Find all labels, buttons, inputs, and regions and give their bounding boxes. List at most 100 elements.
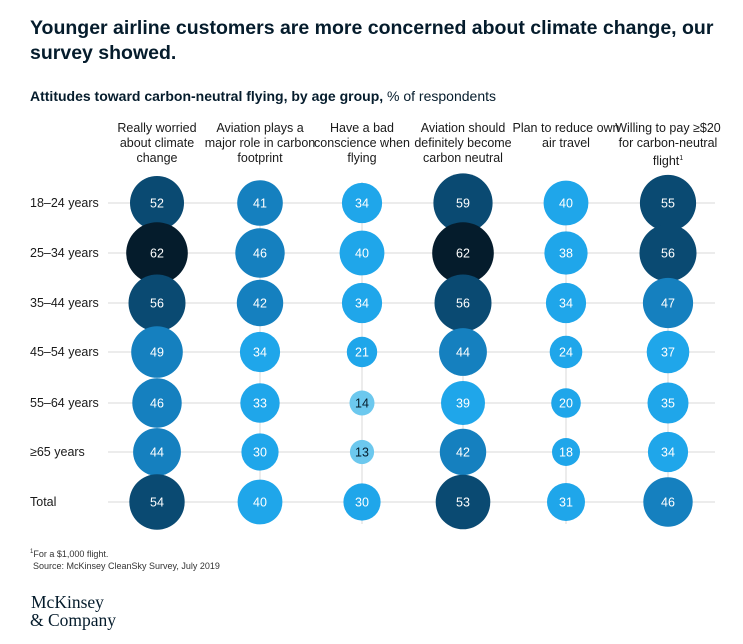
bubble: [241, 433, 279, 471]
bubble: [439, 328, 487, 376]
column-header-6: Willing to pay ≥$20 for carbon-neutral f…: [612, 121, 724, 169]
row-label-7: Total: [30, 495, 57, 509]
bubble-value-label: 21: [355, 346, 369, 360]
bubble: [339, 230, 385, 276]
logo-line-1: McKinsey: [31, 592, 104, 612]
bubble-value-label: 35: [661, 397, 675, 411]
column-header-5: Plan to reduce own air travel: [510, 121, 622, 151]
column-header-text: Aviation plays a major role in carbon fo…: [204, 121, 316, 165]
bubble-value-label: 31: [559, 496, 573, 510]
bubble: [647, 431, 689, 473]
bubble: [133, 428, 181, 476]
bubble-value-label: 34: [355, 197, 369, 211]
bubble: [643, 477, 693, 527]
bubble: [544, 231, 588, 275]
bubble: [547, 483, 585, 521]
bubble: [646, 330, 690, 374]
bubble-value-label: 59: [456, 197, 470, 211]
bubble: [130, 176, 184, 230]
bubble: [549, 335, 583, 369]
bubble-value-label: 49: [150, 346, 164, 360]
row-label-3: 35–44 years: [30, 296, 99, 310]
bubble-value-label: 56: [456, 297, 470, 311]
bubble-value-label: 62: [150, 247, 164, 261]
source-line: Source: McKinsey CleanSky Survey, July 2…: [33, 561, 220, 571]
bubble-value-label: 46: [661, 496, 675, 510]
bubble: [642, 277, 694, 329]
bubble: [126, 222, 188, 284]
bubble-value-label: 54: [150, 496, 164, 510]
bubble-value-label: 42: [456, 446, 470, 460]
bubble: [441, 381, 485, 425]
bubble-value-label: 53: [456, 496, 470, 510]
bubble: [129, 474, 185, 530]
bubble: [343, 483, 381, 521]
bubble-value-label: 46: [253, 247, 267, 261]
bubble-value-label: 56: [661, 247, 675, 261]
column-header-text: Aviation should definitely become carbon…: [414, 121, 512, 165]
bubble-value-label: 42: [253, 297, 267, 311]
bubble: [236, 279, 284, 327]
bubble-value-label: 13: [355, 446, 369, 460]
bubble-value-label: 47: [661, 297, 675, 311]
bubble-value-label: 30: [355, 496, 369, 510]
bubble-value-label: 40: [253, 496, 267, 510]
bubble: [240, 383, 280, 423]
bubble: [647, 382, 689, 424]
bubble: [439, 428, 487, 476]
bubble: [433, 173, 493, 233]
footnote-text: For a $1,000 flight.: [33, 549, 109, 559]
row-label-1: 18–24 years: [30, 196, 99, 210]
column-header-1: Really worried about climate change: [101, 121, 213, 166]
bubble-value-label: 34: [559, 297, 573, 311]
bubble-value-label: 34: [355, 297, 369, 311]
bubble: [128, 274, 186, 332]
bubble-value-label: 44: [150, 446, 164, 460]
column-footnote-mark: 1: [679, 155, 684, 162]
bubble-value-label: 55: [661, 197, 675, 211]
bubble-value-label: 38: [559, 247, 573, 261]
bubble: [434, 274, 492, 332]
bubble: [239, 331, 281, 373]
logo-line-2: & Company: [30, 609, 117, 630]
bubble-matrix: 52 41 34 59 40 55 62 46 40 62 38 56 56 42 34 56 34 47 49 34…: [108, 173, 715, 530]
bubble: [132, 378, 182, 428]
bubble-value-label: 33: [253, 397, 267, 411]
column-header-text: Willing to pay ≥$20 for carbon-neutral f…: [615, 121, 721, 169]
chart-title: Younger airline customers are more conce…: [30, 17, 714, 64]
bubble-value-label: 37: [661, 346, 675, 360]
bubble-value-label: 30: [253, 446, 267, 460]
row-label-2: 25–34 years: [30, 246, 99, 260]
footnote-line: 1For a $1,000 flight.: [30, 546, 220, 560]
column-header-3: Have a bad conscience when flying: [306, 121, 418, 166]
footnotes: 1For a $1,000 flight. Source: McKinsey C…: [30, 546, 220, 572]
bubble: [545, 282, 587, 324]
bubble: [341, 282, 383, 324]
bubble: [349, 439, 375, 465]
column-header-text: Really worried about climate change: [117, 121, 197, 165]
bubble: [639, 174, 697, 232]
row-label-5: 55–64 years: [30, 396, 99, 410]
footnote-mark: 1: [30, 549, 34, 555]
bubble-value-label: 18: [559, 446, 573, 460]
column-header-text: Plan to reduce own air travel: [512, 121, 620, 150]
bubble-value-label: 20: [559, 397, 573, 411]
bubble-value-label: 39: [456, 397, 470, 411]
bubble: [435, 474, 491, 530]
bubble: [237, 180, 283, 226]
row-label-6: ≥65 years: [30, 445, 85, 459]
bubble-value-label: 24: [559, 346, 573, 360]
subtitle-bold: Attitudes toward carbon-neutral flying, …: [30, 88, 384, 104]
bubble: [639, 224, 697, 282]
bubble-value-label: 62: [456, 247, 470, 261]
bubble: [131, 326, 183, 378]
bubble: [237, 479, 283, 525]
subtitle-unit: % of respondents: [383, 88, 496, 104]
bubble: [341, 182, 383, 224]
bubble: [543, 180, 589, 226]
bubble: [551, 388, 581, 418]
bubble-value-label: 52: [150, 197, 164, 211]
bubble-value-label: 14: [355, 397, 369, 411]
bubble-value-label: 46: [150, 397, 164, 411]
bubble: [432, 222, 494, 284]
